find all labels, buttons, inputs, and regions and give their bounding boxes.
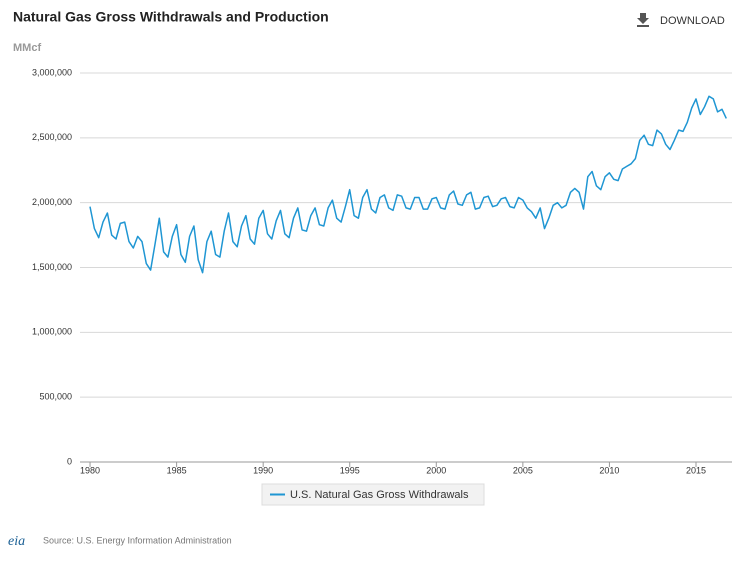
x-tick-label: 1995 <box>340 465 360 475</box>
y-unit: MMcf <box>13 42 41 54</box>
x-tick-label: 2010 <box>599 465 619 475</box>
x-tick-label: 1990 <box>253 465 273 475</box>
download-button[interactable]: DOWNLOAD <box>637 13 725 27</box>
data-line <box>89 95 727 274</box>
y-tick-label: 0 <box>67 456 72 466</box>
x-tick-label: 1980 <box>80 465 100 475</box>
x-tick-label: 1985 <box>167 465 187 475</box>
chart-title: Natural Gas Gross Withdrawals and Produc… <box>13 9 329 25</box>
y-tick-label: 2,500,000 <box>32 132 72 142</box>
y-tick-label: 1,500,000 <box>32 262 72 272</box>
x-tick-label: 2005 <box>513 465 533 475</box>
legend-box <box>261 483 485 506</box>
x-tick-label: 2015 <box>686 465 706 475</box>
download-icon[interactable] <box>637 13 649 27</box>
x-tick-label: 2000 <box>426 465 446 475</box>
legend-label: U.S. Natural Gas Gross Withdrawals <box>290 489 469 501</box>
y-tick-label: 2,000,000 <box>32 197 72 207</box>
download-label[interactable]: DOWNLOAD <box>660 15 725 27</box>
y-tick-label: 3,000,000 <box>32 67 72 77</box>
y-tick-label: 1,000,000 <box>32 327 72 337</box>
logo: eia <box>8 534 25 549</box>
source: Source: U.S. Energy Information Administ… <box>43 535 232 545</box>
y-tick-label: 500,000 <box>39 392 72 402</box>
